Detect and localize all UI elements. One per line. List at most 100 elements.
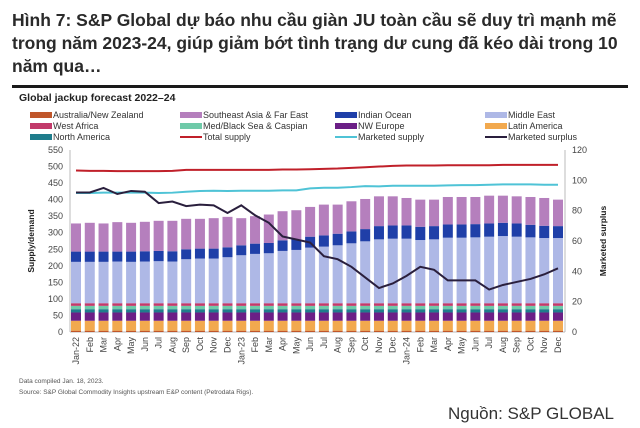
bar-segment-middle-east bbox=[112, 261, 123, 304]
bar-segment-southeast-asia-far-east bbox=[387, 196, 398, 226]
bar-segment-middle-east bbox=[553, 238, 563, 304]
x-tick-label: Nov bbox=[209, 337, 219, 354]
bar-segment-nw-europe bbox=[277, 312, 288, 321]
y2-tick-label: 100 bbox=[572, 175, 587, 185]
bar-segment-west-africa bbox=[429, 303, 440, 306]
bar-stack bbox=[139, 221, 150, 332]
legend-swatch bbox=[335, 123, 357, 129]
bar-segment-latin-america bbox=[415, 320, 426, 331]
bar-segment-middle-east bbox=[222, 257, 233, 304]
bar-segment-med-black-sea-caspian bbox=[277, 305, 288, 310]
x-tick-label: Nov bbox=[539, 337, 549, 354]
bar-segment-north-america bbox=[442, 309, 453, 313]
legend: Australia/New Zealand Southeast Asia & Fa… bbox=[30, 110, 578, 142]
line-total-supply bbox=[75, 163, 558, 173]
bar-stack bbox=[98, 223, 109, 332]
bar-segment-latin-america bbox=[139, 320, 150, 331]
x-tick-label: Jul bbox=[484, 337, 494, 349]
legend-swatch bbox=[485, 123, 507, 129]
legend-swatch bbox=[180, 112, 202, 118]
x-tick-label: Jun bbox=[470, 337, 480, 352]
bar-segment-west-africa bbox=[167, 303, 178, 306]
bar-segment-north-america bbox=[346, 309, 357, 313]
bar-segment-med-black-sea-caspian bbox=[236, 305, 247, 310]
bar-segment-australia-new-zealand bbox=[332, 330, 343, 332]
bar-segment-west-africa bbox=[181, 303, 192, 306]
bar-segment-southeast-asia-far-east bbox=[346, 201, 357, 232]
bar-segment-indian-ocean bbox=[167, 251, 178, 262]
bar-segment-nw-europe bbox=[167, 312, 178, 321]
bar-segment-latin-america bbox=[208, 320, 219, 331]
x-tick-label: Jul bbox=[319, 337, 329, 349]
x-tick-label: Mar bbox=[99, 337, 109, 353]
chart-title: Global jackup forecast 2022–24 bbox=[19, 92, 176, 104]
bar-segment-west-africa bbox=[401, 303, 412, 306]
bar-segment-med-black-sea-caspian bbox=[346, 305, 357, 310]
bar-segment-med-black-sea-caspian bbox=[415, 305, 426, 310]
bar-segment-southeast-asia-far-east bbox=[484, 195, 495, 224]
bar-segment-latin-america bbox=[236, 320, 247, 331]
x-tick-label: May bbox=[291, 337, 301, 355]
bar-segment-west-africa bbox=[442, 303, 453, 306]
bar-segment-australia-new-zealand bbox=[222, 330, 233, 332]
bar-segment-australia-new-zealand bbox=[250, 330, 261, 332]
bar-segment-med-black-sea-caspian bbox=[167, 305, 178, 310]
x-tick-label: Sep bbox=[181, 337, 191, 353]
x-tick-label: May bbox=[126, 337, 136, 355]
bar-segment-middle-east bbox=[84, 261, 95, 304]
bar-segment-indian-ocean bbox=[525, 224, 536, 238]
bar-segment-southeast-asia-far-east bbox=[139, 221, 150, 252]
bar-segment-north-america bbox=[84, 309, 95, 313]
bar-segment-nw-europe bbox=[497, 312, 508, 321]
bar-segment-med-black-sea-caspian bbox=[84, 305, 95, 310]
bar-stack bbox=[263, 214, 274, 332]
bar-segment-australia-new-zealand bbox=[318, 330, 329, 332]
bar-segment-middle-east bbox=[456, 237, 467, 304]
bar-segment-latin-america bbox=[112, 320, 123, 331]
legend-label: Australia/New Zealand bbox=[53, 110, 144, 120]
bar-segment-middle-east bbox=[484, 236, 495, 304]
bar-segment-australia-new-zealand bbox=[484, 330, 495, 332]
bar-segment-north-america bbox=[98, 309, 109, 313]
bar-segment-indian-ocean bbox=[553, 226, 563, 239]
bar-segment-indian-ocean bbox=[497, 222, 508, 237]
bar-segment-australia-new-zealand bbox=[208, 330, 219, 332]
y2-tick-label: 60 bbox=[572, 236, 582, 246]
bar-segment-indian-ocean bbox=[332, 233, 343, 246]
y2-tick-label: 120 bbox=[572, 145, 587, 155]
x-tick-label: Aug bbox=[498, 337, 508, 353]
bar-segment-nw-europe bbox=[222, 312, 233, 321]
bar-segment-north-america bbox=[181, 309, 192, 313]
y-tick-label: 250 bbox=[48, 244, 63, 254]
bar-segment-indian-ocean bbox=[153, 250, 164, 262]
bar-segment-indian-ocean bbox=[470, 224, 481, 238]
y-tick-label: 300 bbox=[48, 228, 63, 238]
bar-segment-australia-new-zealand bbox=[112, 330, 123, 332]
bar-segment-nw-europe bbox=[236, 312, 247, 321]
bar-segment-north-america bbox=[415, 309, 426, 313]
y-tick-label: 350 bbox=[48, 211, 63, 221]
bar-segment-middle-east bbox=[305, 247, 316, 304]
bar-segment-indian-ocean bbox=[263, 242, 274, 254]
bar-segment-latin-america bbox=[387, 320, 398, 331]
bar-segment-middle-east bbox=[470, 237, 481, 304]
bar-segment-north-america bbox=[401, 309, 412, 313]
bar-segment-west-africa bbox=[139, 303, 150, 306]
y-tick-label: 550 bbox=[48, 145, 63, 155]
bar-segment-latin-america bbox=[484, 320, 495, 331]
legend-swatch-line bbox=[485, 136, 507, 138]
bar-segment-indian-ocean bbox=[456, 224, 467, 238]
bar-segment-southeast-asia-far-east bbox=[263, 214, 274, 243]
bar-segment-southeast-asia-far-east bbox=[373, 196, 384, 227]
bar-segment-southeast-asia-far-east bbox=[277, 211, 288, 241]
bar-segment-med-black-sea-caspian bbox=[194, 305, 205, 310]
legend-swatch bbox=[485, 112, 507, 118]
x-tick-label: Jun bbox=[305, 337, 315, 352]
bar-segment-southeast-asia-far-east bbox=[84, 222, 95, 252]
bar-segment-med-black-sea-caspian bbox=[442, 305, 453, 310]
bar-segment-indian-ocean bbox=[181, 249, 192, 260]
bar-segment-west-africa bbox=[277, 303, 288, 306]
x-tick-label: Feb bbox=[415, 337, 425, 353]
bar-segment-latin-america bbox=[332, 320, 343, 331]
x-tick-label: May bbox=[457, 337, 467, 355]
